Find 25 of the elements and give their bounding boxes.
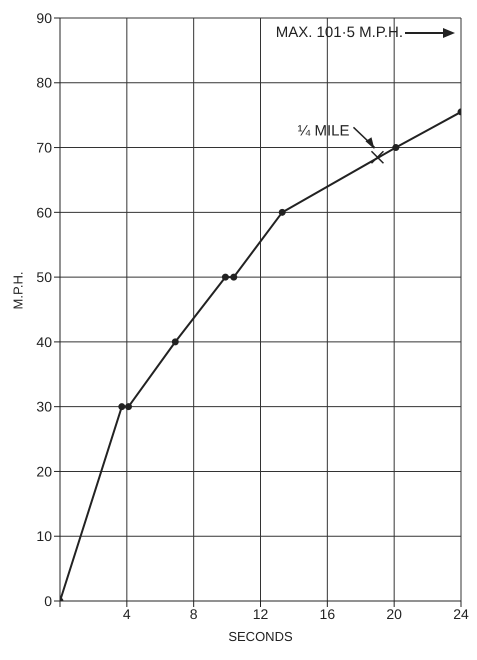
point: [118, 403, 126, 410]
x-tick-label: 8: [190, 606, 198, 622]
point: [392, 144, 400, 152]
y-tick-label: 90: [36, 10, 52, 26]
y-tick-label: 30: [36, 398, 52, 415]
x-tick-label: 20: [386, 606, 402, 622]
x-axis-title: SECONDS: [228, 629, 293, 644]
point: [222, 274, 229, 281]
y-tick-label: 20: [36, 463, 52, 480]
y-tick-label: 0: [44, 592, 52, 609]
y-axis-title: M.P.H.: [10, 271, 26, 310]
y-tick-label: 70: [36, 140, 52, 156]
y-tick-label: 60: [36, 204, 52, 220]
y-tick-label: 10: [36, 528, 52, 544]
x-tick-label: 12: [252, 606, 268, 622]
x-tick-label: 16: [320, 606, 336, 622]
point: [230, 274, 238, 281]
x-tick-label: 24: [453, 606, 469, 622]
point: [278, 208, 286, 216]
point: [172, 338, 179, 346]
x-tick-label: 4: [122, 606, 131, 622]
y-tick-label: 80: [36, 74, 52, 91]
y-tick-label: 50: [36, 269, 52, 286]
point: [125, 403, 132, 410]
y-tick-label: 40: [36, 334, 52, 350]
